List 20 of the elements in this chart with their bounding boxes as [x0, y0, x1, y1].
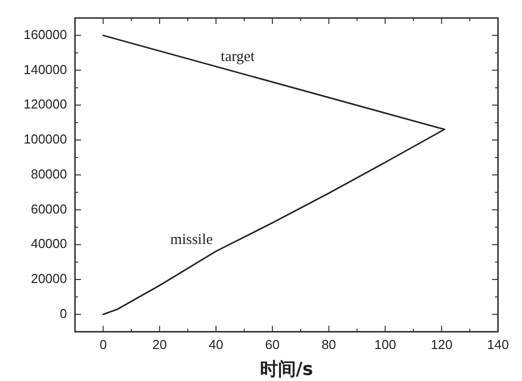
- x-tick-label: 80: [322, 337, 336, 352]
- y-tick-label: 160000: [24, 27, 67, 42]
- x-tick-label: 140: [487, 337, 509, 352]
- x-tick-label: 0: [100, 337, 107, 352]
- y-tick-label: 80000: [30, 166, 67, 182]
- x-tick-label: 20: [152, 337, 167, 352]
- series-label: target: [220, 48, 256, 65]
- y-tick-label: 0: [60, 306, 67, 321]
- y-tick-label: 120000: [24, 96, 67, 112]
- series-label: missile: [170, 232, 214, 248]
- x-tick-label: 40: [208, 337, 224, 352]
- y-tick-label: 140000: [24, 62, 67, 77]
- y-tick-label: 20000: [30, 271, 67, 286]
- x-axis-title: 时间/s: [260, 358, 314, 380]
- y-tick-label: 100000: [24, 132, 67, 147]
- y-tick-label: 40000: [30, 236, 67, 252]
- x-tick-label: 60: [265, 337, 280, 352]
- y-tick-label: 60000: [30, 201, 67, 216]
- x-tick-label: 120: [430, 337, 452, 352]
- x-tick-label: 100: [374, 337, 396, 352]
